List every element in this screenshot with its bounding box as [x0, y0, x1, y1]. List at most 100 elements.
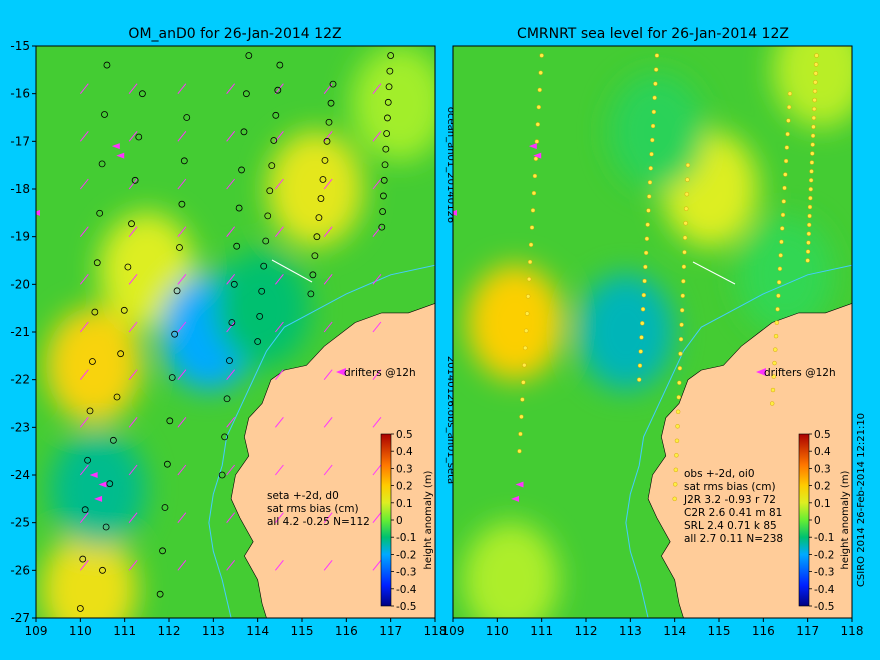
y-tick-label: -16	[10, 87, 30, 101]
observation-dot	[534, 139, 540, 144]
current-vector	[275, 83, 284, 94]
colorbar-tick-label: 0.5	[396, 429, 413, 441]
x-tick-label: 117	[796, 624, 819, 638]
current-vector	[79, 178, 89, 190]
observation-circle	[180, 157, 188, 165]
current-vector	[177, 560, 187, 571]
current-vector	[323, 83, 333, 94]
right-stats-line-1: obs +-2d, oi0	[684, 468, 755, 480]
observation-circle	[91, 308, 99, 316]
observation-circle	[245, 52, 253, 59]
left-colorbar-scale	[380, 433, 392, 607]
observation-dot	[810, 142, 815, 147]
observation-dot	[813, 62, 819, 67]
observation-circle	[387, 52, 395, 59]
current-vector	[275, 321, 284, 333]
colorbar-tick-label: -0.3	[814, 567, 835, 579]
right-run-label: 20140126.obs_an01_seta	[445, 356, 456, 484]
current-vector	[275, 417, 284, 428]
anomaly-blob	[41, 531, 138, 618]
observation-dot	[525, 311, 530, 316]
current-vector	[372, 417, 382, 428]
observation-dot	[529, 225, 535, 230]
left-stats-line-2: sat rms bias (cm)	[267, 503, 359, 515]
observation-dot	[642, 278, 647, 284]
left-stats-box: seta +-2d, d0 sat rms bias (cm) all 4.2 …	[267, 490, 370, 528]
observation-dot	[523, 345, 528, 351]
current-vector	[79, 560, 89, 571]
observation-dot	[810, 151, 815, 156]
current-vector	[226, 560, 236, 571]
observation-circle	[86, 407, 94, 415]
y-tick-label: -23	[10, 420, 30, 434]
right-stats-line-2: sat rms bias (cm)	[684, 481, 776, 493]
current-vector	[226, 274, 236, 285]
observation-circle	[380, 192, 387, 200]
y-tick-label: -25	[10, 516, 30, 530]
observation-dot	[809, 160, 815, 165]
observation-dot	[650, 137, 655, 143]
right-colorbar-label: height anomaly (m)	[840, 470, 851, 569]
observation-circle	[79, 555, 87, 563]
current-vector	[323, 226, 333, 237]
observation-circle	[240, 128, 248, 136]
current-vector	[128, 274, 138, 285]
observation-circle	[315, 214, 323, 222]
current-vector	[128, 417, 138, 428]
observation-dot	[536, 104, 541, 110]
colorbar-tick-label: -0.5	[396, 601, 417, 613]
observation-dot	[808, 195, 813, 201]
anomaly-blob	[351, 46, 435, 162]
observation-circle	[317, 195, 325, 202]
observation-dot	[814, 53, 819, 58]
current-vector	[79, 83, 89, 94]
current-vector	[275, 560, 284, 571]
x-tick-label: 118	[424, 624, 447, 638]
x-tick-label: 111	[113, 624, 136, 638]
observation-dot	[677, 366, 683, 371]
observation-circle	[103, 61, 111, 69]
observation-dot	[640, 307, 646, 312]
y-tick-label: -15	[10, 39, 30, 53]
observation-circle	[274, 86, 282, 94]
observation-circle	[84, 456, 91, 464]
colorbar-tick-label: 0	[814, 515, 821, 527]
colorbar-tick-label: 0.1	[814, 498, 831, 510]
observation-circle	[258, 287, 266, 295]
current-vector	[79, 274, 89, 285]
left-drifter-legend-label: drifters @12h	[344, 367, 416, 379]
current-vector	[275, 226, 284, 237]
y-tick-label: -22	[10, 373, 30, 387]
observation-circle	[101, 111, 108, 118]
drifter-marker	[89, 472, 98, 478]
observation-circle	[99, 566, 106, 574]
current-vector	[177, 274, 187, 285]
x-tick-label: 110	[69, 624, 92, 638]
colorbar-tick-label: 0.3	[396, 463, 413, 475]
observation-circle	[311, 252, 319, 260]
observation-circle	[382, 145, 390, 153]
observation-dot	[777, 266, 783, 271]
y-tick-label: -21	[10, 325, 30, 339]
observation-dot	[681, 279, 686, 284]
observation-circle	[383, 130, 391, 137]
observation-dot	[772, 360, 777, 366]
current-vector	[226, 417, 236, 428]
colorbar-tick-label: -0.4	[814, 584, 835, 596]
observation-dot	[806, 240, 811, 245]
left-stats-line-1: seta +-2d, d0	[267, 490, 339, 502]
right-map-area	[453, 46, 852, 618]
observation-dot	[678, 351, 683, 356]
observation-circle	[228, 319, 236, 326]
observation-circle	[163, 460, 171, 468]
current-vector	[323, 369, 333, 380]
current-vector	[79, 321, 89, 333]
current-vector	[323, 512, 333, 523]
observation-dot	[808, 187, 813, 192]
current-vector	[372, 512, 382, 523]
observation-circle	[117, 350, 125, 358]
observation-dot	[643, 264, 648, 270]
observation-dot	[783, 172, 788, 177]
observation-circle	[171, 330, 179, 338]
